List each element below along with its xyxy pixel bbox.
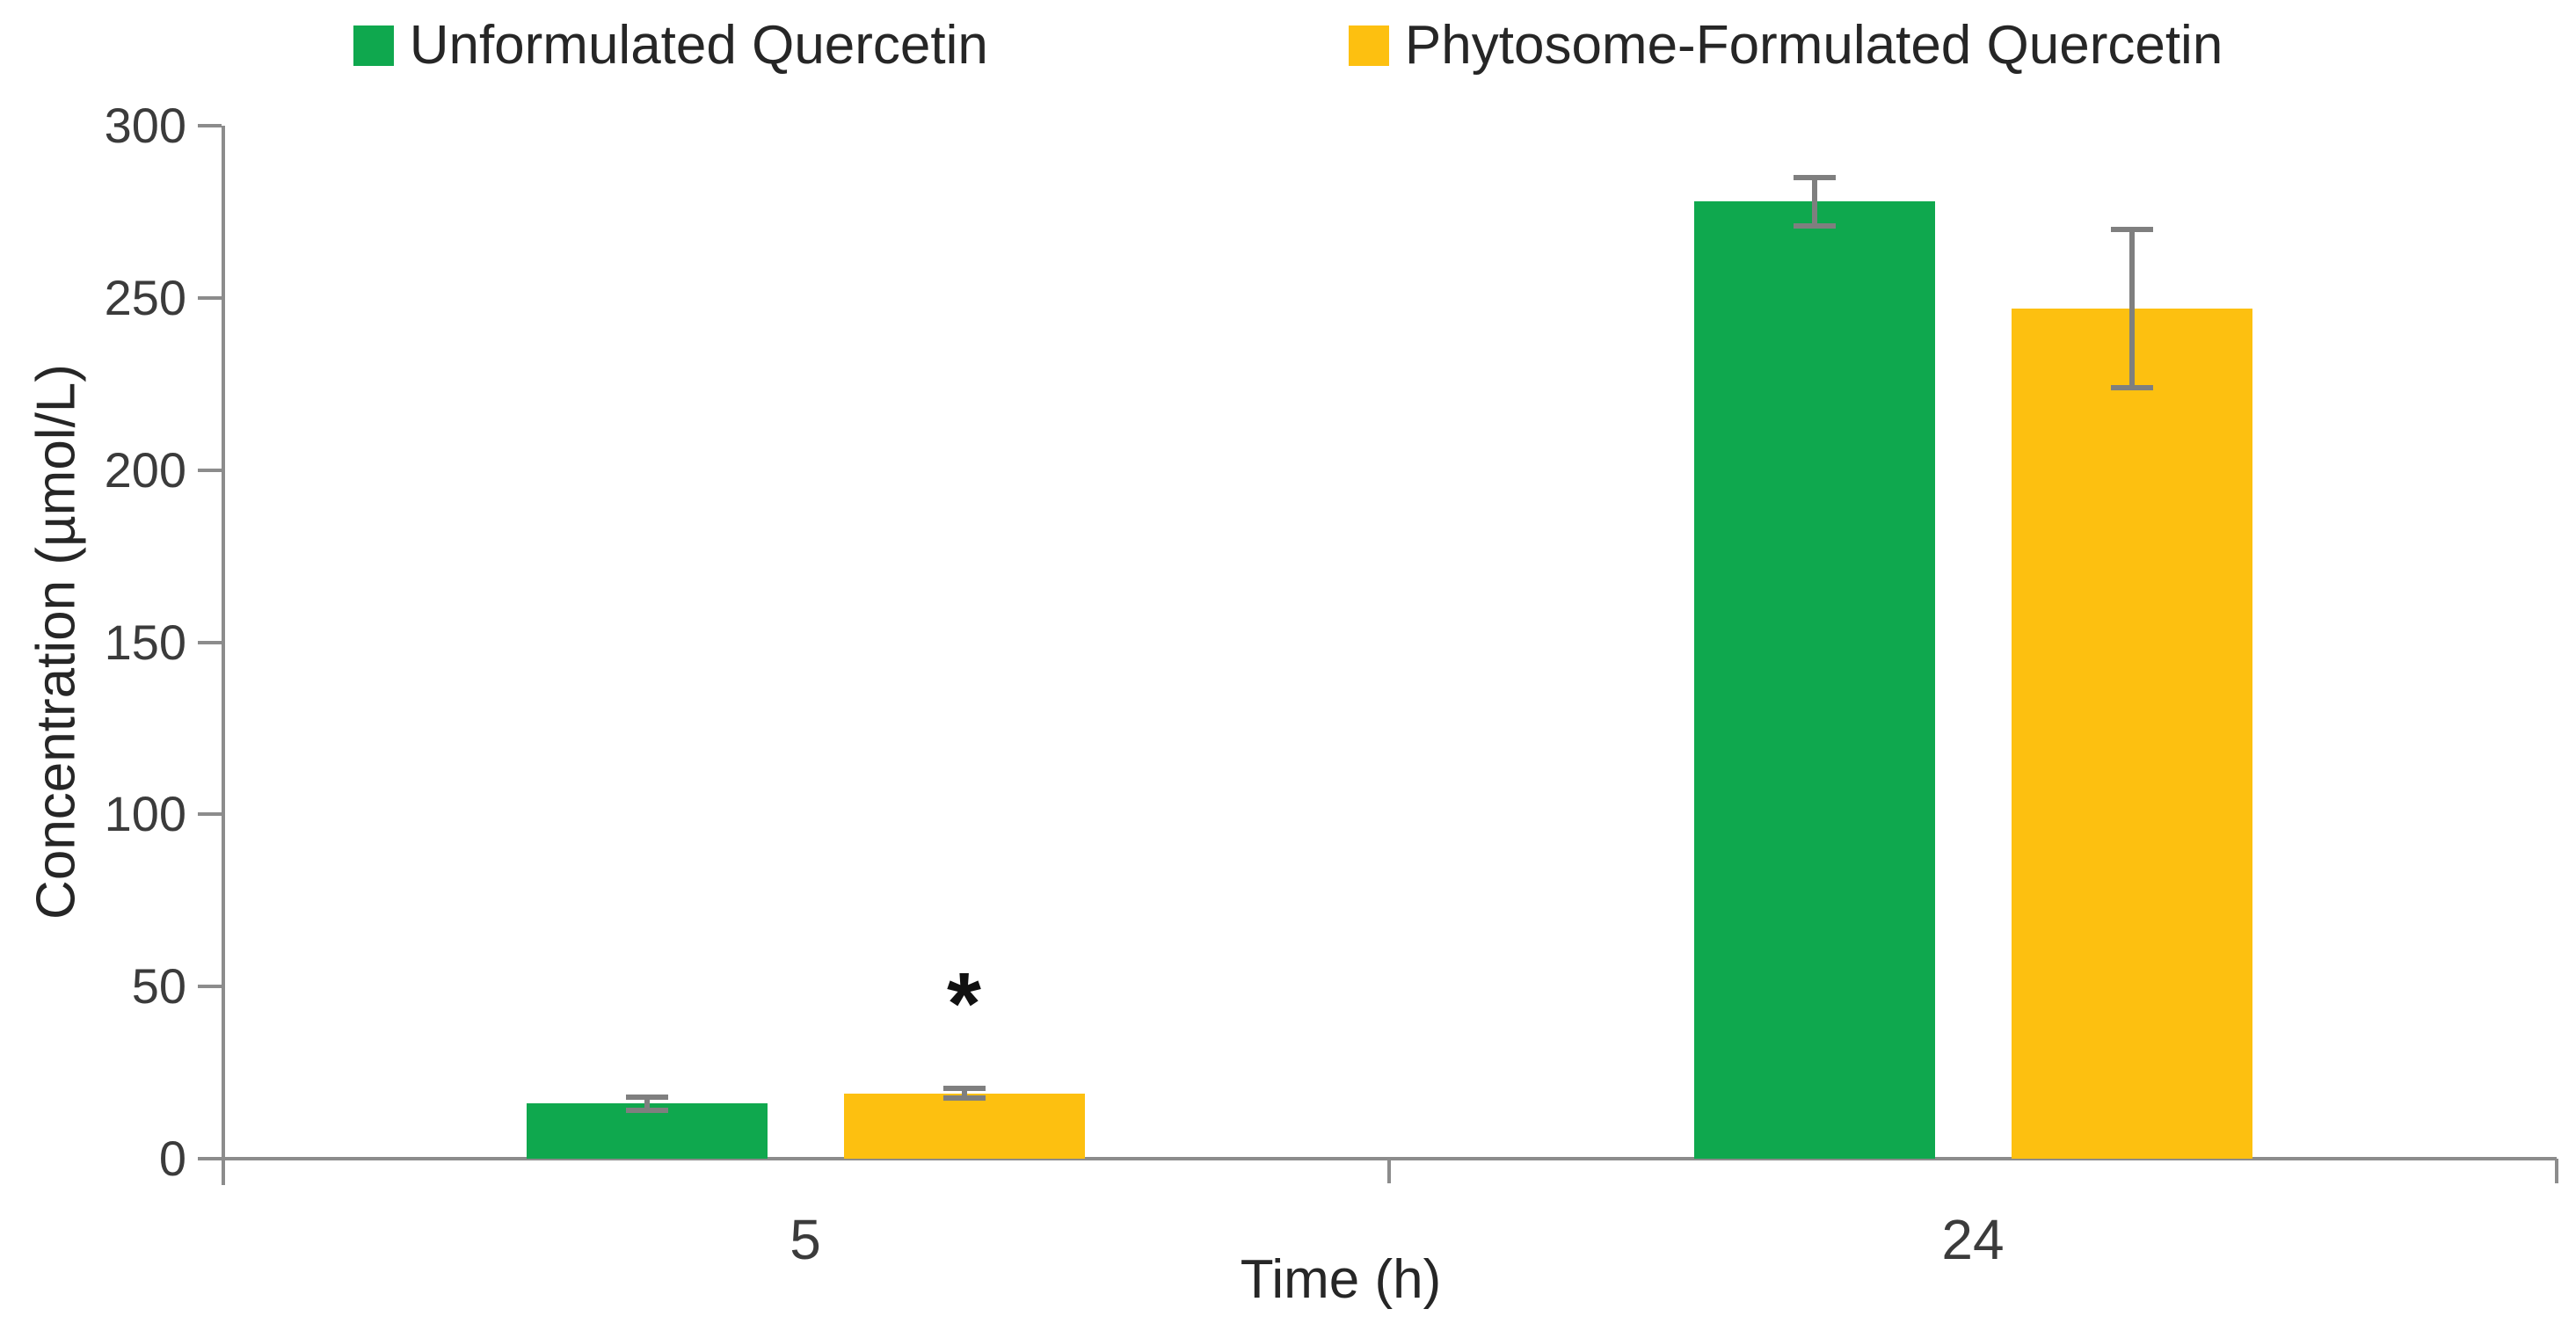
legend-swatch-green-icon	[353, 25, 394, 66]
y-tick-mark	[198, 640, 222, 644]
y-tick-mark	[198, 1157, 222, 1160]
y-tick-label: 150	[104, 614, 186, 670]
x-tick-label: 24	[1941, 1208, 2005, 1271]
error-bar-line	[1811, 177, 1817, 226]
error-bar-cap	[625, 1094, 668, 1100]
x-tick-mark	[1387, 1159, 1391, 1183]
error-bar-cap	[2110, 226, 2153, 232]
y-tick-label: 300	[104, 98, 186, 153]
error-bar-cap	[2110, 384, 2153, 390]
error-bar-cap	[625, 1108, 668, 1114]
bar-phytosome-formulated-quercetin-5h	[843, 1093, 1085, 1159]
x-axis-title: Time (h)	[1240, 1249, 1442, 1310]
error-bar-cap	[942, 1085, 986, 1091]
x-tick-mark	[2555, 1159, 2558, 1183]
legend-item-phytosome: Phytosome-Formulated Quercetin	[1348, 14, 2223, 76]
y-tick-mark	[198, 468, 222, 472]
error-bar-line	[2128, 229, 2135, 388]
error-bar-line	[961, 1087, 967, 1099]
legend: Unformulated Quercetin Phytosome-Formula…	[0, 14, 2576, 76]
legend-item-unformulated: Unformulated Quercetin	[353, 14, 988, 76]
y-tick-label: 50	[131, 958, 186, 1015]
bar-unformulated-quercetin-24h	[1693, 201, 1935, 1159]
x-tick-label: 5	[790, 1208, 821, 1271]
legend-label-unformulated: Unformulated Quercetin	[409, 15, 988, 76]
error-bar-cap	[942, 1095, 986, 1102]
y-axis-line	[222, 126, 225, 1185]
significance-asterisk: *	[947, 955, 981, 1053]
y-tick-label: 0	[158, 1131, 186, 1186]
y-tick-label: 100	[104, 786, 186, 842]
y-tick-mark	[198, 295, 222, 300]
y-tick-mark	[198, 812, 222, 817]
error-bar-cap	[1793, 174, 1836, 180]
legend-label-phytosome: Phytosome-Formulated Quercetin	[1404, 15, 2223, 76]
error-bar-line	[644, 1096, 650, 1111]
y-tick-mark	[198, 124, 222, 127]
y-tick-label: 250	[104, 269, 186, 325]
error-bar-cap	[1793, 222, 1836, 229]
y-tick-mark	[198, 985, 222, 989]
y-tick-label: 200	[104, 441, 186, 498]
legend-swatch-yellow-icon	[1348, 25, 1389, 66]
bar-phytosome-formulated-quercetin-24h	[2011, 308, 2252, 1159]
